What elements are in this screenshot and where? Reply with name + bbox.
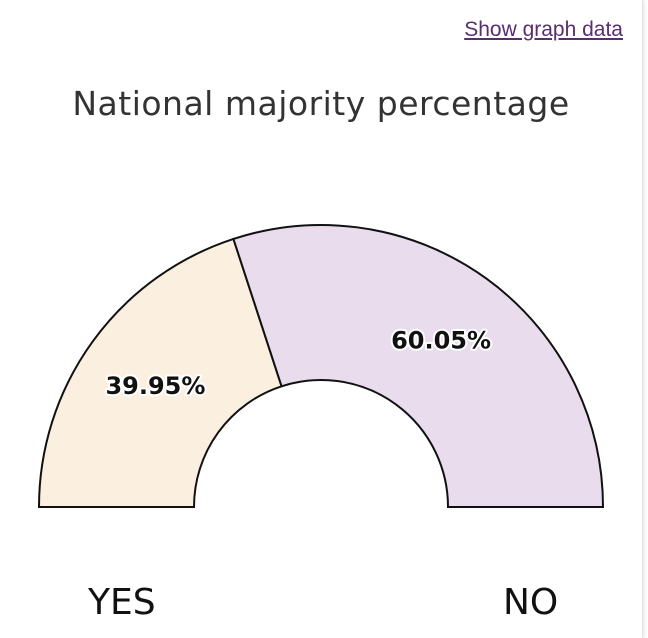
chart-title: National majority percentage <box>72 84 570 123</box>
no-label: NO <box>503 582 559 623</box>
slice-value-label-yes: 39.95% <box>105 372 205 400</box>
yes-label: YES <box>88 582 156 623</box>
show-graph-data-link[interactable]: Show graph data <box>464 18 623 41</box>
slice-value-label-no: 60.05% <box>391 326 491 354</box>
slice-yes[interactable] <box>37 237 283 508</box>
slice-no[interactable] <box>232 224 605 508</box>
